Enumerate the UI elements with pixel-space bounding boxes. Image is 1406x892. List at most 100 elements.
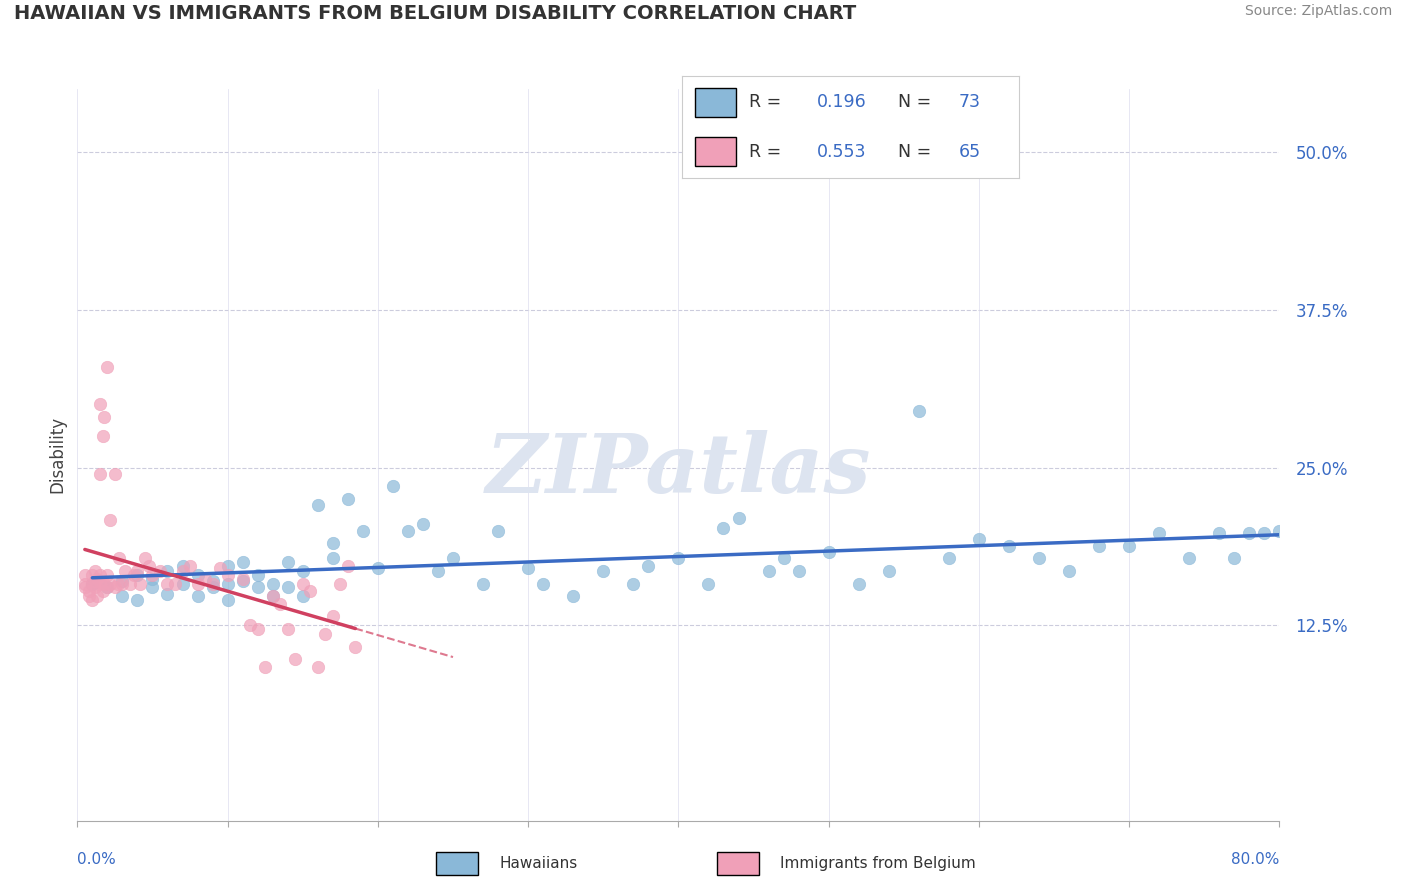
Point bbox=[217, 576, 239, 591]
Point bbox=[322, 536, 344, 550]
Point bbox=[277, 622, 299, 636]
Point bbox=[277, 555, 299, 569]
Point bbox=[108, 551, 131, 566]
Text: 0.196: 0.196 bbox=[817, 93, 866, 111]
Point bbox=[1088, 539, 1111, 553]
Text: Hawaiians: Hawaiians bbox=[499, 855, 578, 871]
Point bbox=[336, 491, 359, 506]
Point bbox=[329, 576, 352, 591]
Point bbox=[96, 580, 118, 594]
Point bbox=[96, 580, 118, 594]
Point bbox=[232, 555, 254, 569]
Point bbox=[291, 589, 314, 603]
Point bbox=[138, 558, 160, 573]
Point bbox=[262, 576, 284, 591]
Point bbox=[156, 576, 179, 591]
Y-axis label: Disability: Disability bbox=[48, 417, 66, 493]
Point bbox=[89, 467, 111, 481]
Point bbox=[89, 567, 111, 582]
Text: ZIPatlas: ZIPatlas bbox=[485, 430, 872, 509]
Point bbox=[93, 410, 115, 425]
Point bbox=[713, 521, 735, 535]
Point bbox=[1239, 526, 1261, 541]
Point bbox=[877, 564, 900, 578]
Text: Source: ZipAtlas.com: Source: ZipAtlas.com bbox=[1244, 4, 1392, 19]
Point bbox=[472, 576, 495, 591]
Text: 73: 73 bbox=[959, 93, 980, 111]
Point bbox=[299, 584, 322, 599]
Point bbox=[697, 576, 720, 591]
Point bbox=[1178, 551, 1201, 566]
Point bbox=[209, 561, 232, 575]
Point bbox=[277, 580, 299, 594]
Point bbox=[96, 359, 118, 374]
FancyBboxPatch shape bbox=[717, 852, 759, 875]
Text: 0.0%: 0.0% bbox=[77, 852, 117, 867]
Point bbox=[1223, 551, 1246, 566]
Text: R =: R = bbox=[749, 143, 787, 161]
Point bbox=[517, 561, 540, 575]
Point bbox=[82, 576, 104, 591]
Point bbox=[91, 584, 114, 599]
Point bbox=[134, 551, 156, 566]
Point bbox=[201, 574, 224, 588]
Point bbox=[1028, 551, 1050, 566]
Point bbox=[127, 593, 149, 607]
Point bbox=[772, 551, 794, 566]
Point bbox=[111, 576, 134, 591]
Point bbox=[79, 584, 101, 599]
FancyBboxPatch shape bbox=[696, 88, 735, 117]
Point bbox=[246, 580, 269, 594]
Point bbox=[262, 589, 284, 603]
Point bbox=[621, 576, 644, 591]
Point bbox=[100, 576, 122, 591]
Point bbox=[141, 572, 163, 586]
Point bbox=[111, 589, 134, 603]
Text: Immigrants from Belgium: Immigrants from Belgium bbox=[780, 855, 976, 871]
Point bbox=[217, 558, 239, 573]
Point bbox=[124, 567, 146, 582]
Point bbox=[100, 514, 122, 528]
Point bbox=[79, 589, 101, 603]
Point bbox=[668, 551, 690, 566]
Point bbox=[412, 517, 434, 532]
Point bbox=[217, 593, 239, 607]
Point bbox=[217, 567, 239, 582]
Point bbox=[1057, 564, 1080, 578]
Point bbox=[908, 404, 931, 418]
Point bbox=[127, 567, 149, 582]
Point bbox=[84, 580, 107, 594]
Text: 0.553: 0.553 bbox=[817, 143, 866, 161]
Point bbox=[314, 627, 336, 641]
Point bbox=[967, 533, 990, 547]
Point bbox=[284, 652, 307, 666]
FancyBboxPatch shape bbox=[436, 852, 478, 875]
Point bbox=[246, 567, 269, 582]
Point bbox=[269, 597, 291, 611]
Point bbox=[91, 429, 114, 443]
Point bbox=[307, 499, 329, 513]
Point bbox=[127, 564, 149, 578]
Point bbox=[186, 567, 209, 582]
Point bbox=[194, 572, 217, 586]
Point bbox=[82, 576, 104, 591]
Point bbox=[322, 551, 344, 566]
Point bbox=[637, 558, 659, 573]
Point bbox=[104, 580, 127, 594]
Point bbox=[172, 576, 194, 591]
Point bbox=[817, 545, 839, 559]
Point bbox=[367, 561, 389, 575]
Point bbox=[201, 580, 224, 594]
Point bbox=[104, 467, 127, 481]
Point bbox=[291, 576, 314, 591]
Point bbox=[86, 589, 108, 603]
Point bbox=[848, 576, 870, 591]
Point bbox=[89, 576, 111, 591]
Point bbox=[172, 558, 194, 573]
Point bbox=[262, 589, 284, 603]
Point bbox=[73, 576, 96, 591]
Point bbox=[336, 558, 359, 573]
Point bbox=[254, 660, 277, 674]
Point bbox=[381, 479, 404, 493]
Point bbox=[427, 564, 450, 578]
